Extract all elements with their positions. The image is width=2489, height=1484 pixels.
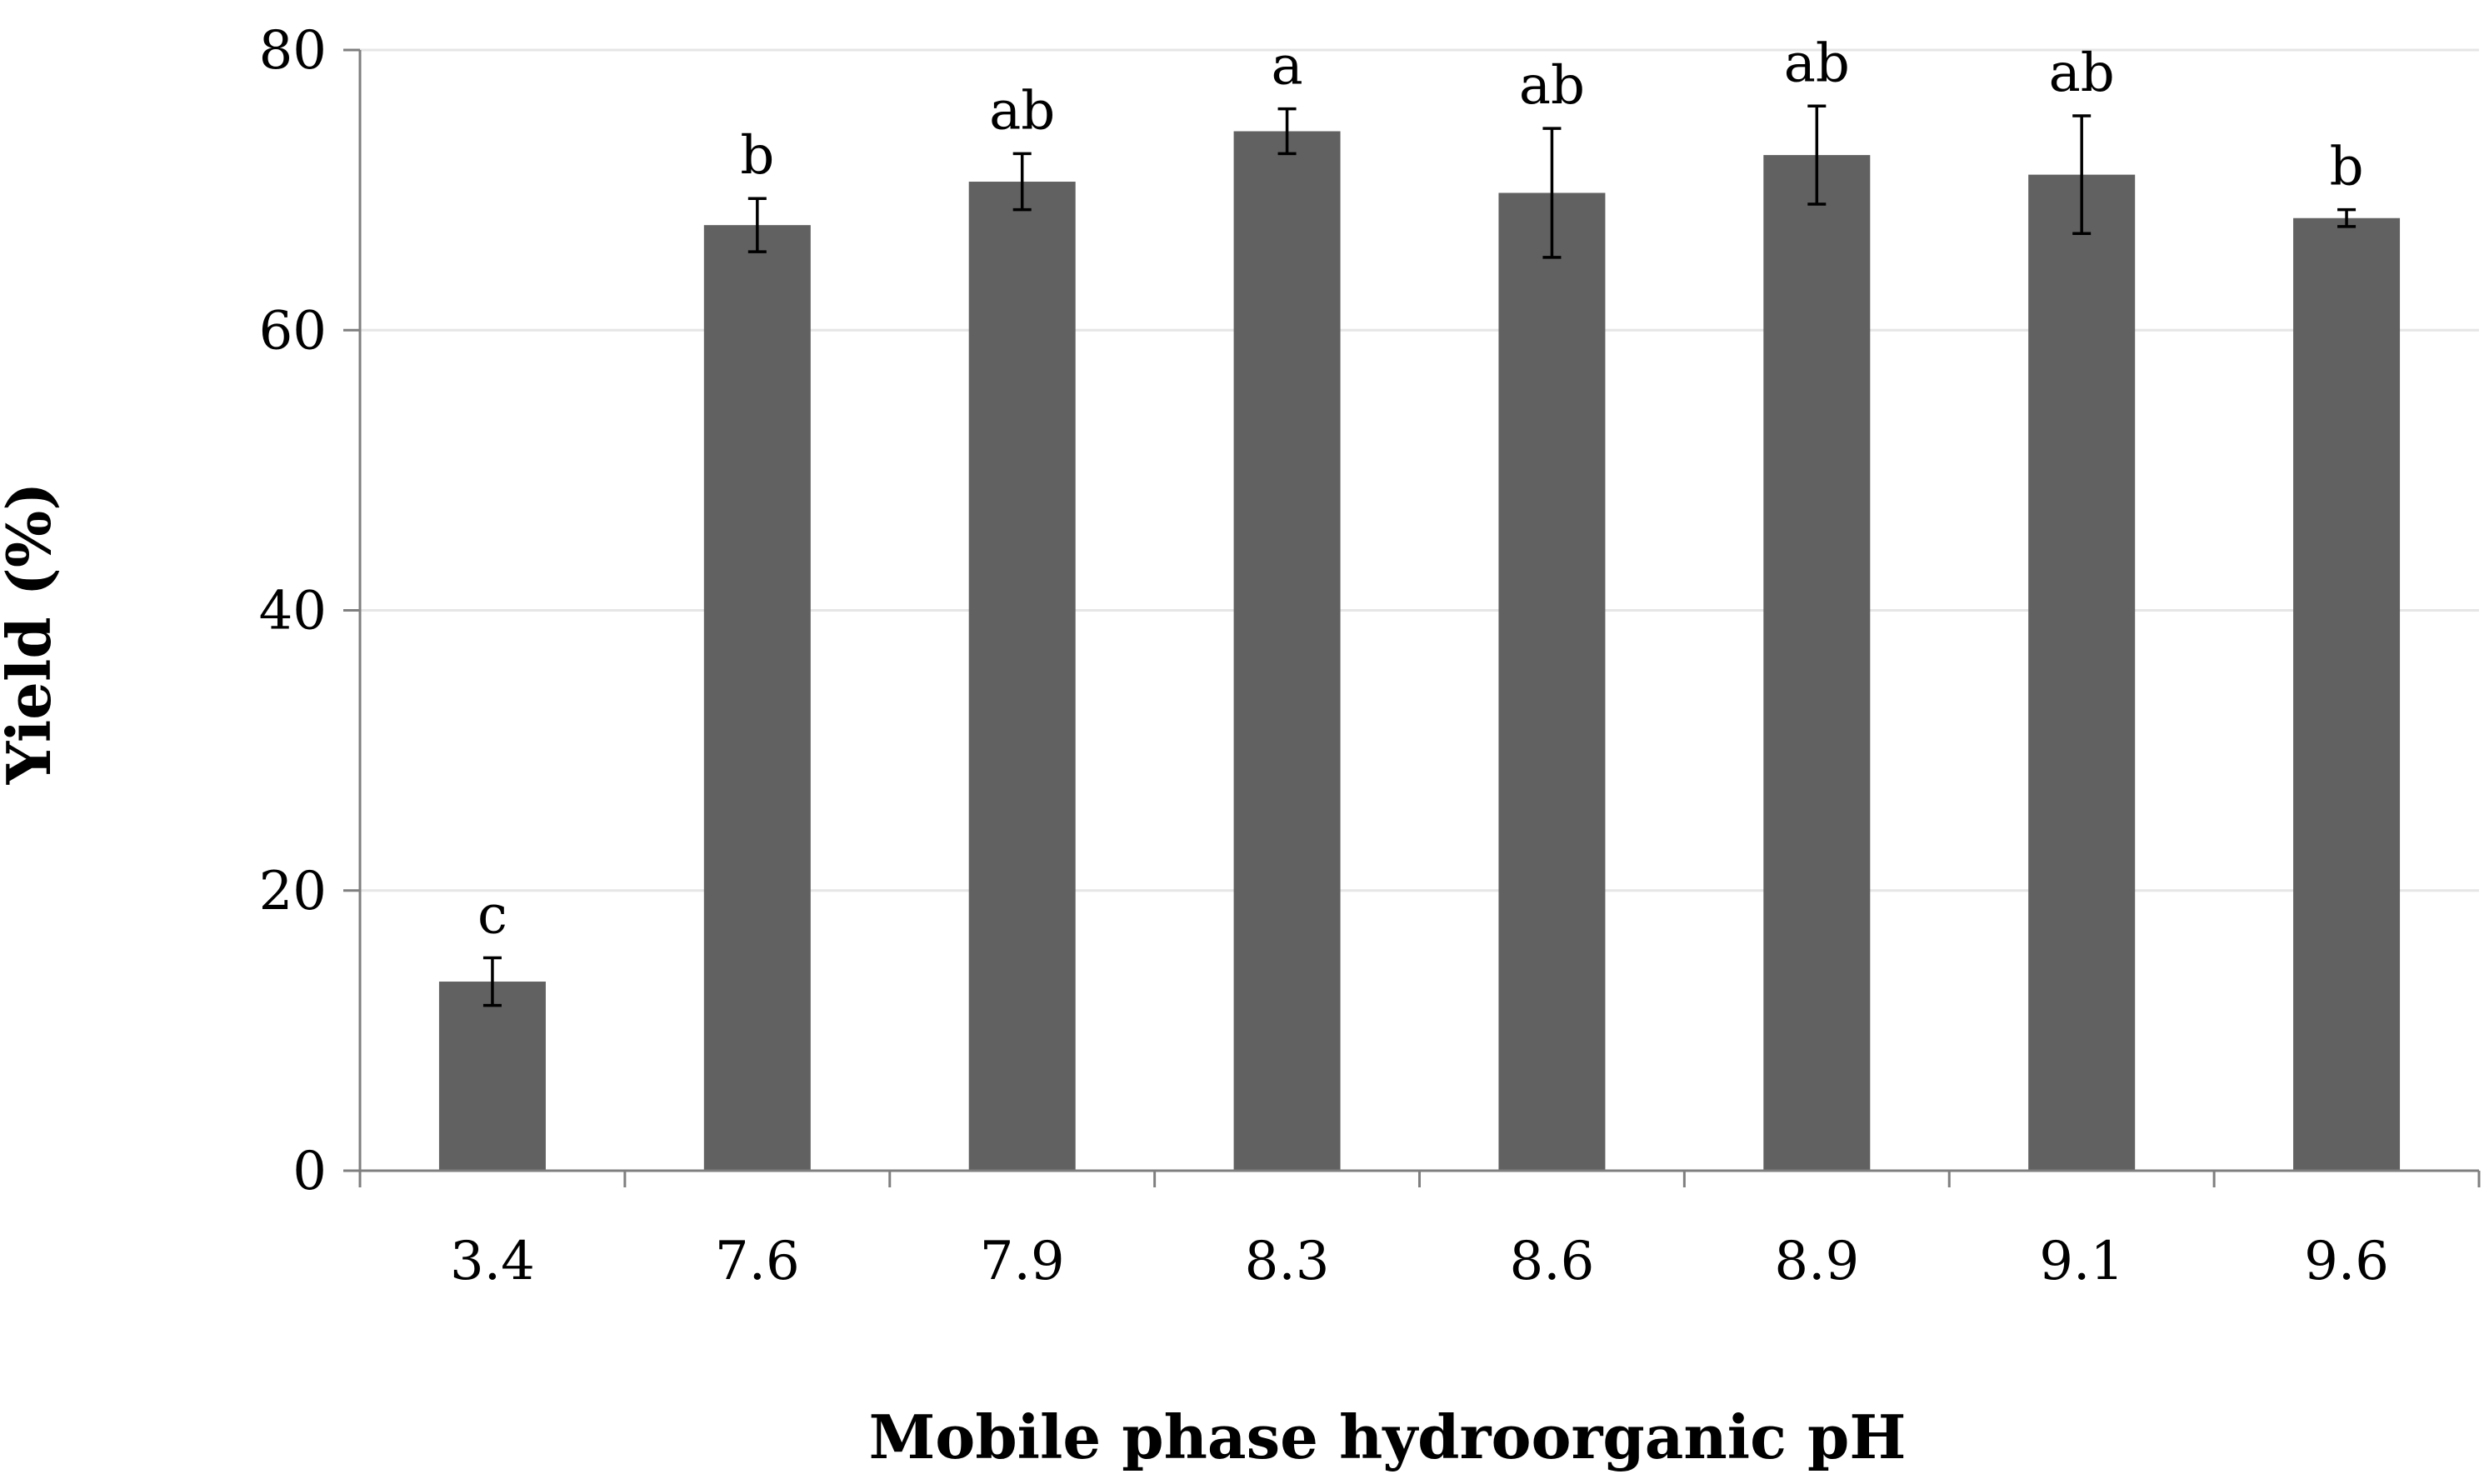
- bar-3.4: [438, 982, 546, 1171]
- significance-labels: c b ab a ab ab ab b: [477, 32, 2364, 946]
- y-tick-labels: 0 20 40 60 80: [259, 20, 327, 1202]
- y-tick-label: 80: [259, 20, 327, 82]
- significance-label-8.9: ab: [1784, 32, 1850, 94]
- bar-8.6: [1498, 192, 1606, 1171]
- bar-7.6: [703, 225, 811, 1171]
- bar-9.6: [2293, 217, 2401, 1171]
- y-axis-title: Yield (%): [0, 482, 64, 786]
- x-tick-labels: 3.4 7.6 7.9 8.3 8.6 8.9 9.1 9.6: [450, 1231, 2389, 1292]
- x-tick-label-7.6: 7.6: [715, 1231, 800, 1292]
- x-tick-label-9.1: 9.1: [2039, 1231, 2124, 1292]
- x-tick-label-9.6: 9.6: [2304, 1231, 2389, 1292]
- significance-label-7.9: ab: [989, 80, 1055, 142]
- gridlines: [360, 48, 2479, 892]
- significance-label-8.3: a: [1271, 36, 1302, 97]
- x-tick-label-7.9: 7.9: [980, 1231, 1065, 1292]
- x-tick-label-8.6: 8.6: [1510, 1231, 1595, 1292]
- bar-8.9: [1763, 155, 1871, 1171]
- x-tick-label-3.4: 3.4: [450, 1231, 535, 1292]
- x-tick-label-8.3: 8.3: [1245, 1231, 1330, 1292]
- axes: [343, 48, 2481, 1187]
- significance-label-8.6: ab: [1519, 55, 1585, 117]
- significance-label-9.6: b: [2330, 137, 2364, 198]
- significance-label-9.1: ab: [2049, 42, 2115, 104]
- error-bars: [482, 104, 2357, 1007]
- significance-label-3.4: c: [477, 884, 507, 946]
- bar-9.1: [2028, 174, 2136, 1172]
- y-tick-label: 20: [259, 861, 327, 922]
- y-tick-label: 0: [292, 1141, 327, 1202]
- significance-label-7.6: b: [740, 125, 774, 187]
- y-tick-label: 40: [259, 581, 327, 642]
- bar-8.3: [1233, 131, 1341, 1172]
- x-axis-title: Mobile phase hydroorganic pH: [869, 1402, 1907, 1472]
- x-tick-label-8.9: 8.9: [1774, 1231, 1859, 1292]
- bars: [438, 131, 2401, 1172]
- y-tick-label: 60: [259, 300, 327, 362]
- bar-7.9: [968, 182, 1076, 1172]
